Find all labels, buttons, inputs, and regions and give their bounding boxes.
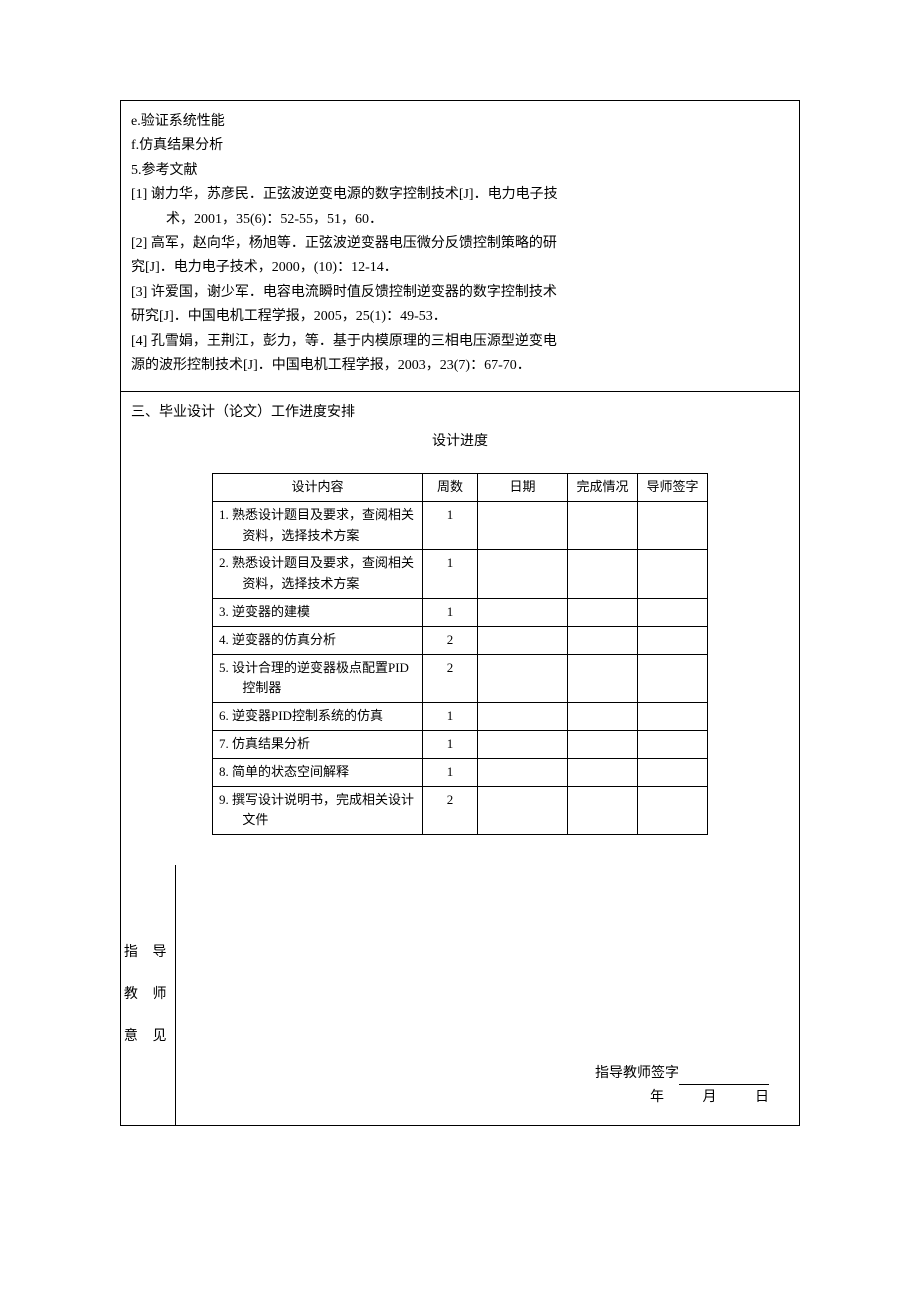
table-row: 4. 逆变器的仿真分析2 xyxy=(213,626,708,654)
cell-weeks: 2 xyxy=(423,786,478,835)
schedule-section: 三、毕业设计（论文）工作进度安排 设计进度 设计内容 周数 日期 完成情况 导师… xyxy=(121,392,799,865)
cell-weeks: 1 xyxy=(423,599,478,627)
cell-content: 6. 逆变器PID控制系统的仿真 xyxy=(213,703,423,731)
cell-sign xyxy=(638,703,708,731)
advisor-label-cell: 指 导 教 师 意 见 xyxy=(121,865,176,1125)
cell-status xyxy=(568,550,638,599)
table-row: 8. 简单的状态空间解释1 xyxy=(213,758,708,786)
cell-status xyxy=(568,703,638,731)
cell-status xyxy=(568,599,638,627)
item-f: f.仿真结果分析 xyxy=(131,135,789,157)
col-header-weeks: 周数 xyxy=(423,474,478,502)
cell-sign xyxy=(638,758,708,786)
cell-status xyxy=(568,501,638,550)
col-header-sign: 导师签字 xyxy=(638,474,708,502)
cell-date xyxy=(478,501,568,550)
cell-content: 8. 简单的状态空间解释 xyxy=(213,758,423,786)
cell-weeks: 1 xyxy=(423,501,478,550)
cell-sign xyxy=(638,599,708,627)
day-label: 日 xyxy=(755,1090,769,1105)
table-header-row: 设计内容 周数 日期 完成情况 导师签字 xyxy=(213,474,708,502)
cell-content: 3. 逆变器的建模 xyxy=(213,599,423,627)
cell-date xyxy=(478,599,568,627)
cell-status xyxy=(568,626,638,654)
cell-date xyxy=(478,550,568,599)
cell-weeks: 1 xyxy=(423,703,478,731)
cell-sign xyxy=(638,626,708,654)
cell-weeks: 1 xyxy=(423,550,478,599)
cell-weeks: 2 xyxy=(423,654,478,703)
cell-sign xyxy=(638,786,708,835)
signature-underline xyxy=(679,1070,769,1085)
cell-date xyxy=(478,758,568,786)
ref-4-line-1: [4] 孔雪娟，王荆江，彭力，等．基于内模原理的三相电压源型逆变电 xyxy=(131,331,789,353)
ref-3-line-2: 研究[J]．中国电机工程学报，2005，25(1)：49-53． xyxy=(131,306,789,328)
cell-content: 4. 逆变器的仿真分析 xyxy=(213,626,423,654)
table-row: 3. 逆变器的建模1 xyxy=(213,599,708,627)
cell-sign xyxy=(638,550,708,599)
cell-sign xyxy=(638,501,708,550)
schedule-table: 设计内容 周数 日期 完成情况 导师签字 1. 熟悉设计题目及要求，查阅相关资料… xyxy=(212,473,708,835)
references-title: 5.参考文献 xyxy=(131,160,789,182)
ref-1-line-1: [1] 谢力华，苏彦民．正弦波逆变电源的数字控制技术[J]．电力电子技 xyxy=(131,184,789,206)
cell-date xyxy=(478,703,568,731)
cell-status xyxy=(568,731,638,759)
top-section: e.验证系统性能 f.仿真结果分析 5.参考文献 [1] 谢力华，苏彦民．正弦波… xyxy=(121,101,799,392)
advisor-label-3: 意 见 xyxy=(124,1026,172,1048)
cell-content: 7. 仿真结果分析 xyxy=(213,731,423,759)
table-row: 2. 熟悉设计题目及要求，查阅相关资料，选择技术方案1 xyxy=(213,550,708,599)
col-header-status: 完成情况 xyxy=(568,474,638,502)
col-header-content: 设计内容 xyxy=(213,474,423,502)
cell-weeks: 1 xyxy=(423,731,478,759)
cell-status xyxy=(568,786,638,835)
cell-status xyxy=(568,758,638,786)
advisor-label-1: 指 导 xyxy=(124,942,172,964)
table-row: 5. 设计合理的逆变器极点配置PID 控制器2 xyxy=(213,654,708,703)
cell-date xyxy=(478,626,568,654)
advisor-signature-line: 指导教师签字 xyxy=(595,1063,769,1085)
table-row: 1. 熟悉设计题目及要求，查阅相关资料，选择技术方案1 xyxy=(213,501,708,550)
cell-date xyxy=(478,654,568,703)
advisor-opinion-section: 指 导 教 师 意 见 指导教师签字 年 月 日 xyxy=(121,865,799,1125)
ref-3-line-1: [3] 许爱国，谢少军．电容电流瞬时值反馈控制逆变器的数字控制技术 xyxy=(131,282,789,304)
document-frame: e.验证系统性能 f.仿真结果分析 5.参考文献 [1] 谢力华，苏彦民．正弦波… xyxy=(120,100,800,1126)
item-e: e.验证系统性能 xyxy=(131,111,789,133)
advisor-label-2: 教 师 xyxy=(124,984,172,1006)
cell-status xyxy=(568,654,638,703)
cell-content: 1. 熟悉设计题目及要求，查阅相关资料，选择技术方案 xyxy=(213,501,423,550)
cell-sign xyxy=(638,654,708,703)
advisor-opinion-area: 指导教师签字 年 月 日 xyxy=(176,865,799,1125)
cell-date xyxy=(478,786,568,835)
table-row: 7. 仿真结果分析1 xyxy=(213,731,708,759)
table-row: 9. 撰写设计说明书，完成相关设计文件2 xyxy=(213,786,708,835)
ref-2-line-1: [2] 高军，赵向华，杨旭等．正弦波逆变器电压微分反馈控制策略的研 xyxy=(131,233,789,255)
cell-content: 9. 撰写设计说明书，完成相关设计文件 xyxy=(213,786,423,835)
year-label: 年 xyxy=(650,1090,664,1105)
schedule-heading: 三、毕业设计（论文）工作进度安排 xyxy=(131,402,789,424)
cell-sign xyxy=(638,731,708,759)
cell-weeks: 1 xyxy=(423,758,478,786)
cell-weeks: 2 xyxy=(423,626,478,654)
ref-1-line-2: 术，2001，35(6)：52-55，51，60． xyxy=(131,209,789,231)
month-label: 月 xyxy=(703,1090,717,1105)
signature-label: 指导教师签字 xyxy=(595,1066,679,1081)
cell-content: 2. 熟悉设计题目及要求，查阅相关资料，选择技术方案 xyxy=(213,550,423,599)
schedule-subtitle: 设计进度 xyxy=(131,431,789,453)
cell-date xyxy=(478,731,568,759)
table-row: 6. 逆变器PID控制系统的仿真1 xyxy=(213,703,708,731)
ref-2-line-2: 究[J]．电力电子技术，2000，(10)：12-14． xyxy=(131,257,789,279)
schedule-tbody: 1. 熟悉设计题目及要求，查阅相关资料，选择技术方案12. 熟悉设计题目及要求，… xyxy=(213,501,708,834)
date-line: 年 月 日 xyxy=(615,1087,769,1109)
ref-4-line-2: 源的波形控制技术[J]．中国电机工程学报，2003，23(7)：67-70． xyxy=(131,355,789,377)
cell-content: 5. 设计合理的逆变器极点配置PID 控制器 xyxy=(213,654,423,703)
col-header-date: 日期 xyxy=(478,474,568,502)
